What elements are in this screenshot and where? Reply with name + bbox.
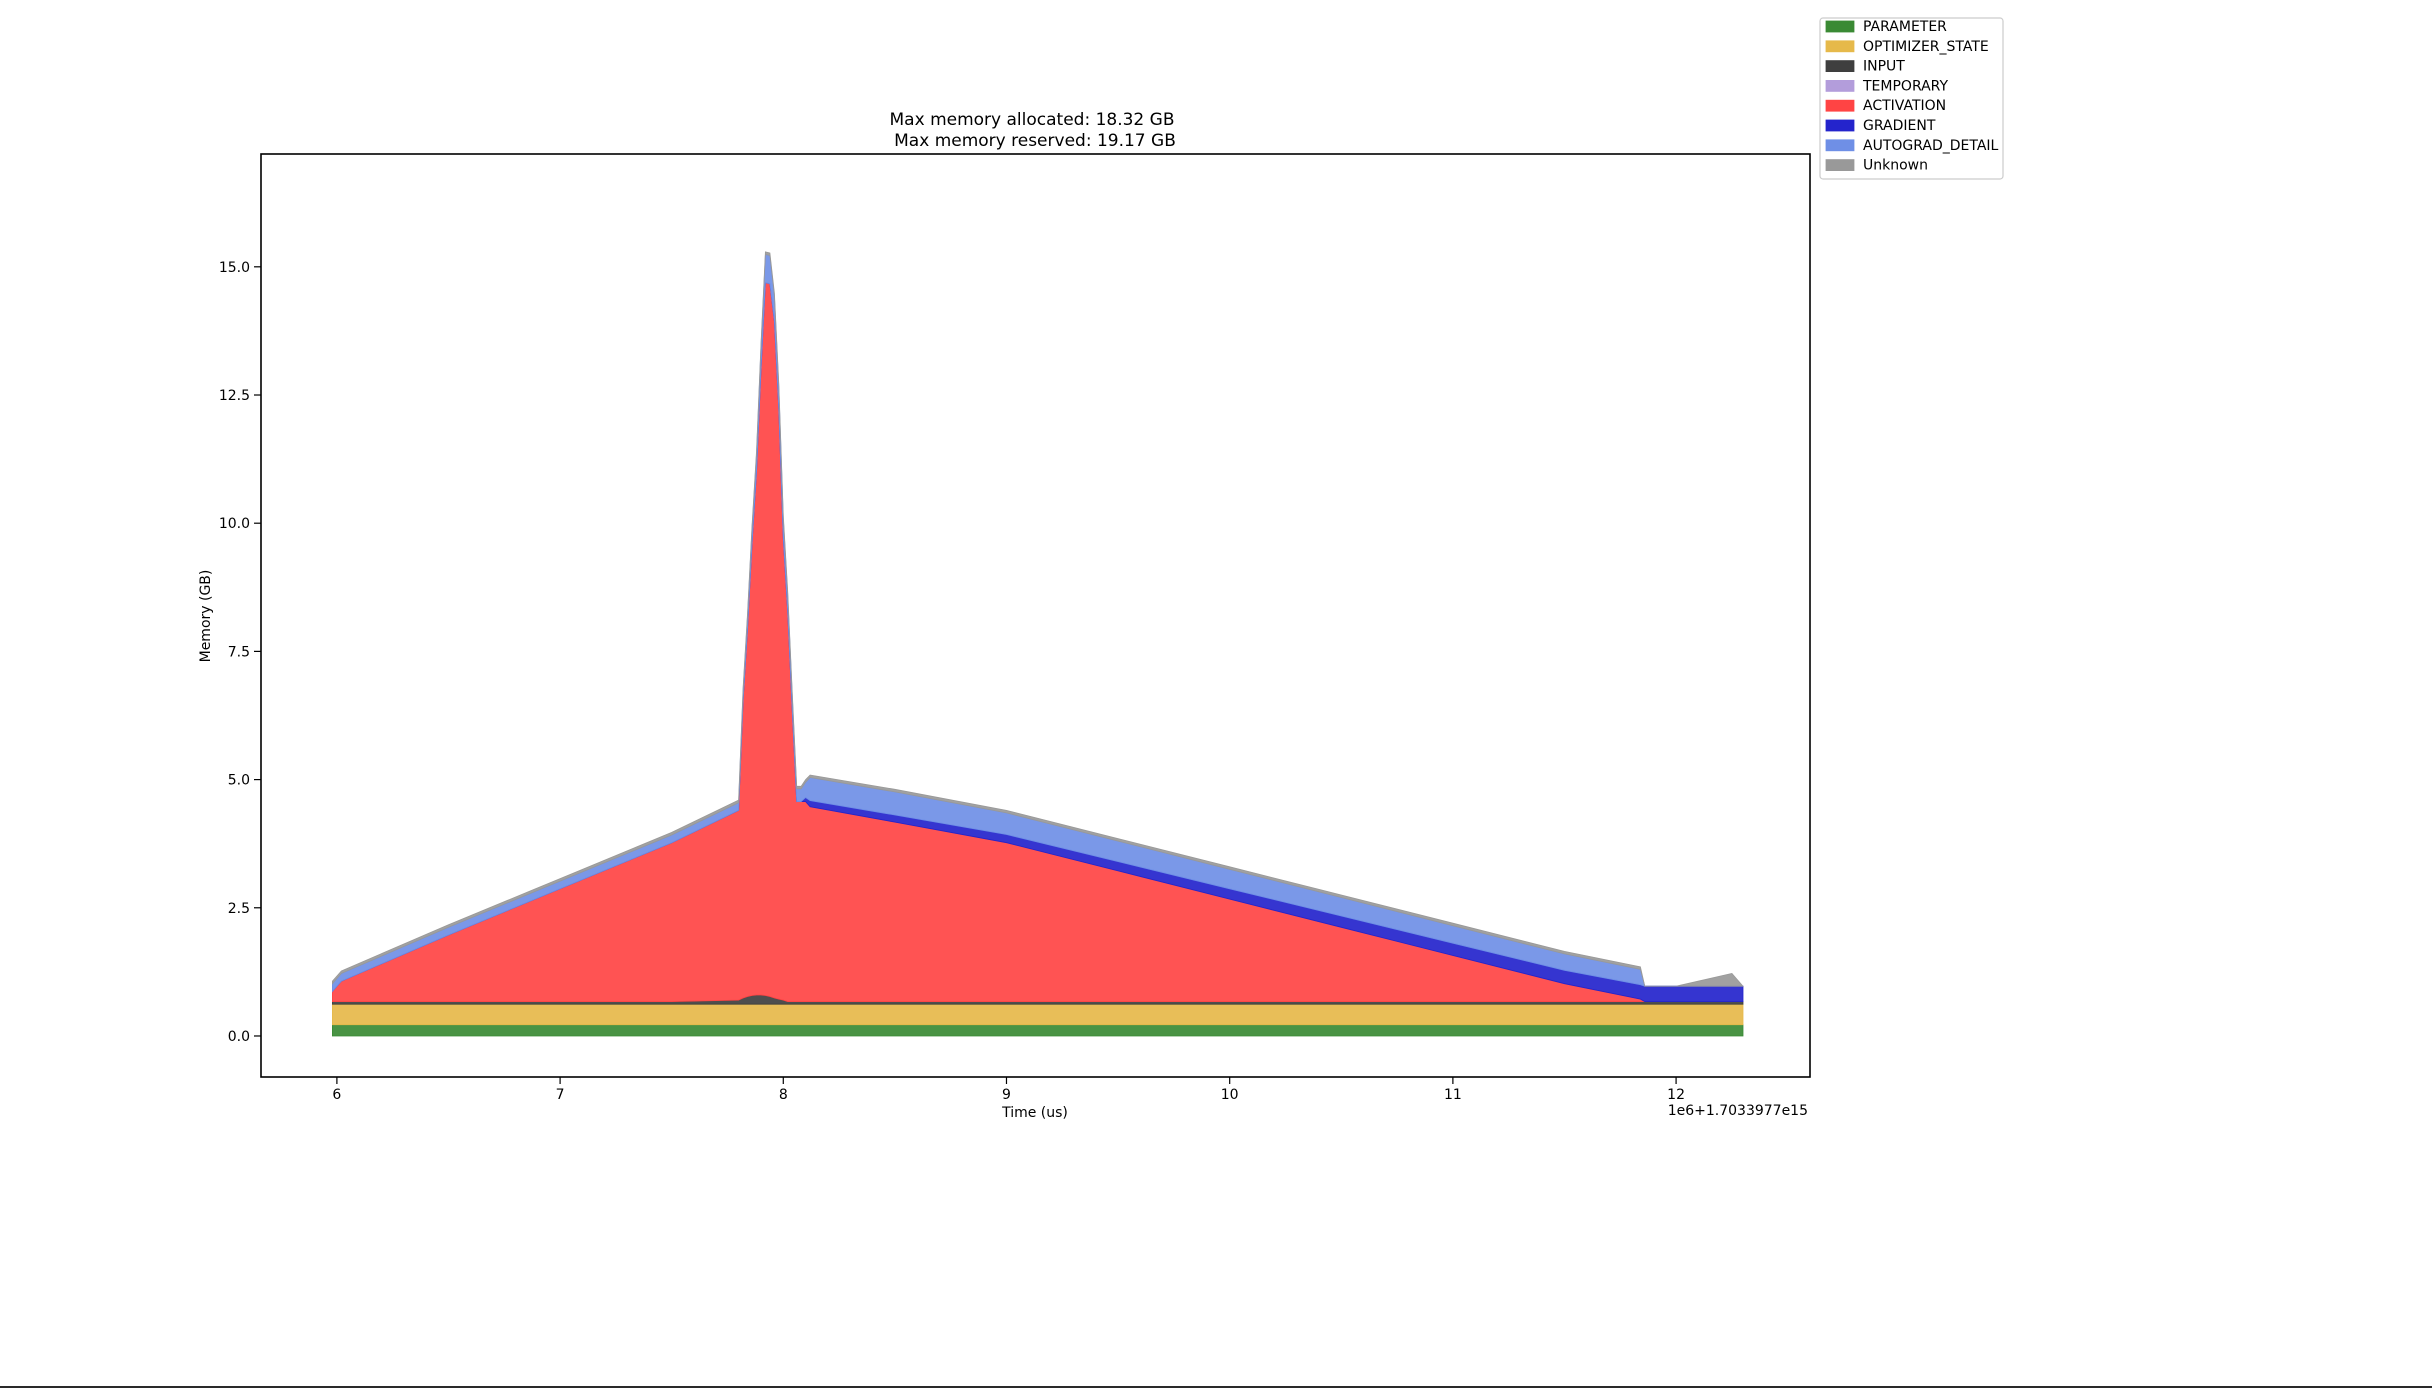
legend-swatch-temporary xyxy=(1825,80,1855,92)
y-tick-label: 10.0 xyxy=(219,516,250,532)
legend: PARAMETER OPTIMIZER_STATE INPUT TEMPORARY AC… xyxy=(1819,17,2004,180)
stacked-areas xyxy=(332,251,1744,1037)
x-tick-label: 10 xyxy=(1221,1087,1239,1103)
legend-swatch-activation xyxy=(1825,99,1855,112)
y-tick-label: 12.5 xyxy=(219,388,250,404)
legend-frame xyxy=(1819,17,2004,180)
bottom-divider xyxy=(0,1386,2432,1388)
legend-label-unknown: Unknown xyxy=(1863,158,1928,174)
legend-label-activation: ACTIVATION xyxy=(1863,98,1946,114)
legend-swatch-optimizer-state xyxy=(1825,40,1855,53)
legend-label-autograd-detail: AUTOGRAD_DETAIL xyxy=(1863,138,1999,154)
legend-label-parameter: PARAMETER xyxy=(1863,19,1947,35)
x-tick-label: 7 xyxy=(556,1087,565,1103)
plot-frame xyxy=(260,153,1811,1078)
y-tick-label: 7.5 xyxy=(228,644,250,660)
area-unknown xyxy=(332,251,1744,987)
legend-swatch-input xyxy=(1825,60,1855,72)
y-axis: 0.0 2.5 5.0 7.5 10.0 12.5 15.0 xyxy=(219,260,261,1045)
x-tick-label: 11 xyxy=(1444,1087,1462,1103)
legend-swatch-gradient xyxy=(1825,119,1855,132)
x-tick-label: 12 xyxy=(1667,1087,1685,1103)
area-optimizer-state xyxy=(332,1003,1744,1026)
legend-label-input: INPUT xyxy=(1863,59,1905,75)
y-tick-label: 2.5 xyxy=(228,901,250,917)
legend-swatch-unknown xyxy=(1825,159,1855,172)
legend-swatch-parameter xyxy=(1825,20,1855,33)
x-axis: 6 7 8 9 10 11 12 xyxy=(332,1077,1685,1103)
legend-label-temporary: TEMPORARY xyxy=(1862,78,1949,94)
x-tick-label: 6 xyxy=(332,1087,341,1103)
y-axis-label: Memory (GB) xyxy=(198,570,214,663)
y-tick-label: 15.0 xyxy=(219,260,250,276)
y-tick-label: 5.0 xyxy=(228,773,250,789)
x-tick-label: 8 xyxy=(779,1087,788,1103)
legend-swatch-autograd-detail xyxy=(1825,139,1855,152)
chart-title-line-2: Max memory reserved: 19.17 GB xyxy=(894,131,1176,151)
x-axis-offset-label: 1e6+1.7033977e15 xyxy=(1668,1103,1808,1119)
x-tick-label: 9 xyxy=(1002,1087,1011,1103)
chart-title-line-1: Max memory allocated: 18.32 GB xyxy=(890,110,1175,130)
legend-label-gradient: GRADIENT xyxy=(1863,118,1936,134)
area-parameter xyxy=(332,1024,1744,1037)
y-tick-label: 0.0 xyxy=(228,1029,250,1045)
legend-label-optimizer-state: OPTIMIZER_STATE xyxy=(1863,39,1989,55)
x-axis-label: Time (us) xyxy=(1001,1105,1068,1121)
